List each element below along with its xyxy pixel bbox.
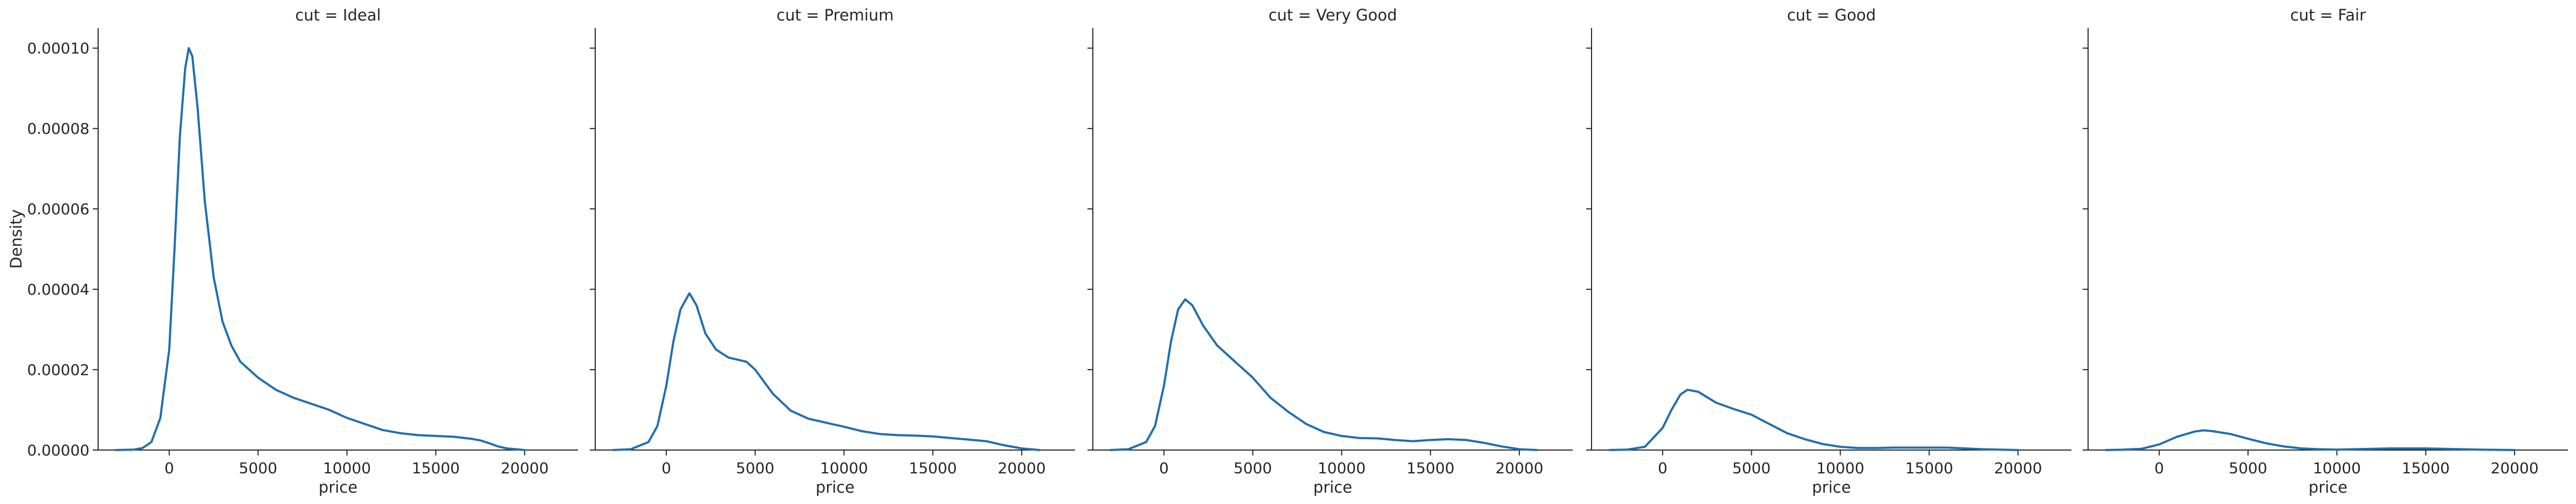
- facet-title: cut = Very Good: [1269, 6, 1397, 24]
- y-axis-label: Density: [7, 209, 25, 269]
- x-tick-label: 5000: [736, 459, 774, 477]
- x-tick-label: 10000: [323, 459, 371, 477]
- kde-line-series: [2105, 429, 2516, 451]
- x-tick-label: 15000: [1905, 459, 1953, 477]
- x-tick-label: 15000: [2402, 459, 2450, 477]
- x-axis-label: price: [319, 478, 357, 496]
- x-tick-label: 10000: [2313, 459, 2361, 477]
- x-tick-label: 10000: [820, 459, 868, 477]
- x-tick-label: 15000: [1407, 459, 1455, 477]
- x-tick-label: 0: [1159, 459, 1169, 477]
- y-tick-label: 0.00004: [27, 281, 89, 298]
- x-tick-label: 0: [662, 459, 671, 477]
- facet-title: cut = Ideal: [295, 6, 381, 24]
- y-tick-label: 0.00006: [27, 200, 89, 218]
- x-tick-label: 5000: [2229, 459, 2267, 477]
- kde-line-series: [1608, 389, 2020, 451]
- x-tick-label: 10000: [1816, 459, 1864, 477]
- x-tick-label: 15000: [909, 459, 957, 477]
- x-tick-label: 10000: [1318, 459, 1366, 477]
- x-tick-label: 20000: [1994, 459, 2042, 477]
- y-tick-label: 0.00000: [27, 441, 89, 459]
- kde-line-series: [1110, 298, 1539, 451]
- y-tick-label: 0.00008: [27, 120, 89, 138]
- x-tick-label: 15000: [412, 459, 460, 477]
- x-tick-label: 20000: [998, 459, 1046, 477]
- x-tick-label: 20000: [1496, 459, 1544, 477]
- x-tick-label: 20000: [501, 459, 549, 477]
- kde-line-series: [115, 47, 526, 451]
- x-tick-label: 20000: [2491, 459, 2539, 477]
- x-tick-label: 0: [164, 459, 174, 477]
- facet-title: cut = Fair: [2290, 6, 2366, 24]
- x-tick-label: 0: [2154, 459, 2164, 477]
- y-tick-label: 0.00010: [27, 39, 89, 57]
- x-axis-label: price: [2309, 478, 2347, 496]
- x-axis-label: price: [1812, 478, 1851, 496]
- x-tick-label: 0: [1658, 459, 1668, 477]
- facet-title: cut = Good: [1787, 6, 1876, 24]
- kde-line-series: [612, 292, 1041, 451]
- x-axis-label: price: [816, 478, 855, 496]
- y-tick-label: 0.00002: [27, 361, 89, 379]
- x-tick-label: 5000: [1234, 459, 1272, 477]
- facet-title: cut = Premium: [776, 6, 893, 24]
- x-tick-label: 5000: [239, 459, 277, 477]
- x-axis-label: price: [1313, 478, 1352, 496]
- x-tick-label: 5000: [1732, 459, 1771, 477]
